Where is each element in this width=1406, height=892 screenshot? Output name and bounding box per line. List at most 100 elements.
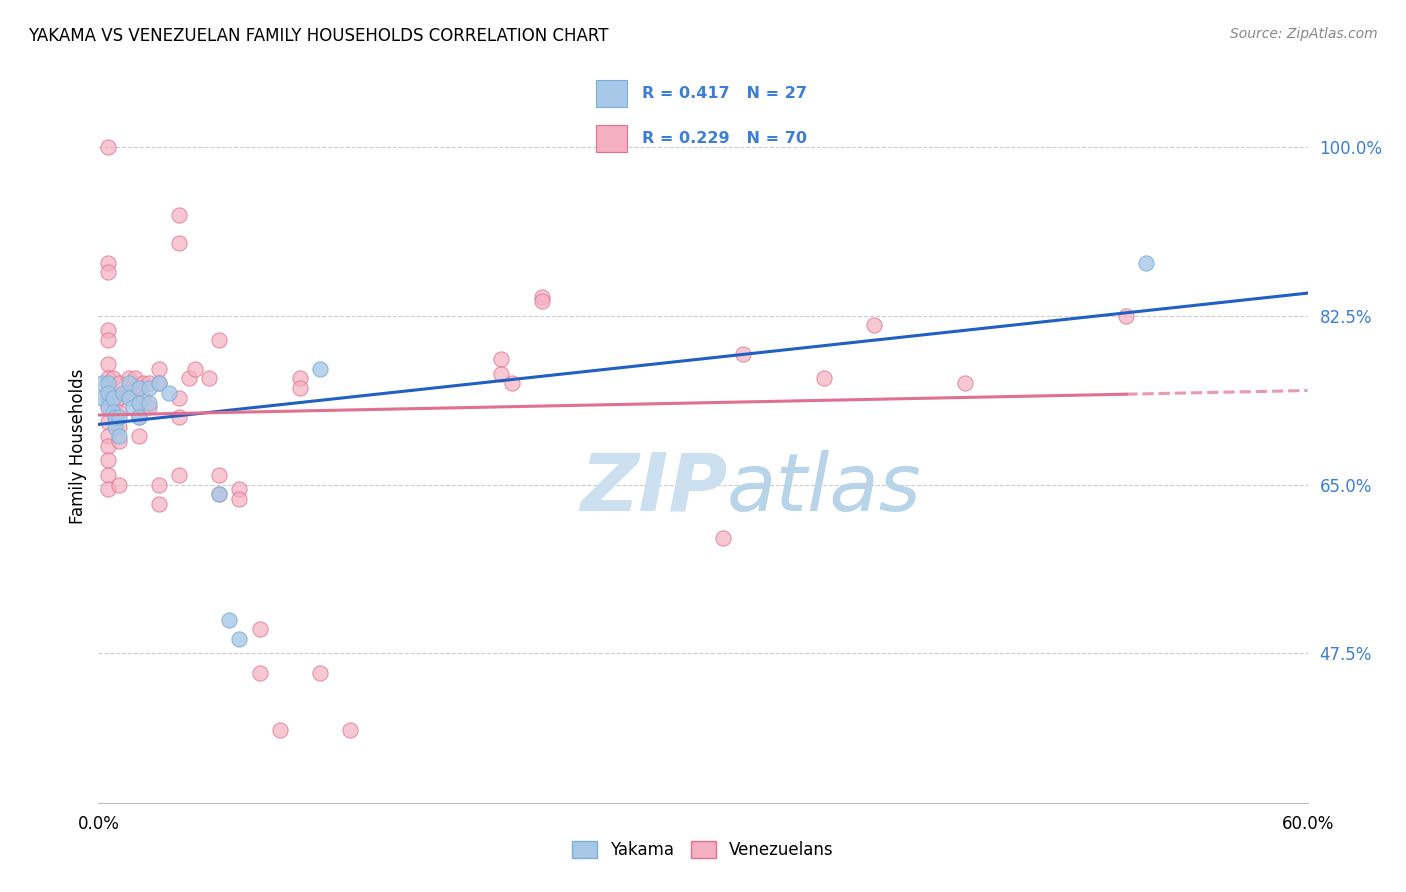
Point xyxy=(103,410,125,425)
Point xyxy=(124,371,146,385)
FancyBboxPatch shape xyxy=(596,80,627,107)
Point xyxy=(128,429,150,443)
Point xyxy=(491,352,513,367)
Point xyxy=(107,376,129,391)
Point xyxy=(491,367,513,381)
Point xyxy=(103,395,125,409)
Point xyxy=(711,531,734,545)
Point xyxy=(339,723,361,738)
Point xyxy=(97,415,120,429)
Point xyxy=(288,381,311,395)
Point xyxy=(107,429,129,443)
Point xyxy=(97,483,120,497)
Point xyxy=(138,401,160,415)
Text: YAKAMA VS VENEZUELAN FAMILY HOUSEHOLDS CORRELATION CHART: YAKAMA VS VENEZUELAN FAMILY HOUSEHOLDS C… xyxy=(28,27,609,45)
Point xyxy=(107,477,129,491)
Point xyxy=(863,318,886,333)
Point xyxy=(208,487,231,501)
Point xyxy=(1115,309,1137,323)
Point xyxy=(97,453,120,467)
Point xyxy=(97,323,120,337)
Point xyxy=(107,410,129,425)
Point xyxy=(103,410,125,425)
Point xyxy=(309,362,332,376)
Point xyxy=(167,391,190,405)
Point xyxy=(530,289,553,303)
Point xyxy=(132,376,155,391)
Point xyxy=(128,410,150,425)
Point xyxy=(138,376,160,391)
Point xyxy=(107,405,129,419)
Point xyxy=(269,723,291,738)
Point xyxy=(121,401,143,415)
Point xyxy=(249,665,271,680)
Point xyxy=(228,491,250,506)
Point xyxy=(97,467,120,482)
Point xyxy=(208,467,231,482)
Point xyxy=(128,395,150,409)
Point xyxy=(107,391,129,405)
Point xyxy=(101,386,124,401)
Point xyxy=(138,395,160,409)
Point xyxy=(218,613,240,627)
Point xyxy=(101,371,124,385)
Point xyxy=(208,487,231,501)
Point xyxy=(128,381,150,395)
Point xyxy=(103,419,125,434)
Point xyxy=(91,391,114,405)
Point xyxy=(249,622,271,636)
Point xyxy=(118,376,141,391)
Point xyxy=(97,265,120,279)
Point xyxy=(97,386,120,401)
Point xyxy=(148,497,170,511)
Point xyxy=(148,477,170,491)
Point xyxy=(132,391,155,405)
Point xyxy=(118,371,141,385)
Point xyxy=(179,371,201,385)
Point xyxy=(309,665,332,680)
Point xyxy=(101,405,124,419)
Point xyxy=(118,386,141,401)
Point xyxy=(733,347,755,361)
Point xyxy=(97,357,120,371)
Point xyxy=(107,419,129,434)
Point xyxy=(148,362,170,376)
Point xyxy=(530,294,553,309)
Point xyxy=(97,376,120,391)
Point xyxy=(111,386,134,401)
Point xyxy=(97,371,120,385)
Point xyxy=(228,483,250,497)
Point xyxy=(97,401,120,415)
Point xyxy=(167,208,190,222)
Point xyxy=(128,395,150,409)
Point xyxy=(97,391,120,405)
Point xyxy=(184,362,207,376)
Point xyxy=(167,467,190,482)
Point xyxy=(198,371,221,385)
Point xyxy=(138,381,160,395)
Point xyxy=(813,371,835,385)
Point xyxy=(148,376,170,391)
Point xyxy=(97,256,120,270)
Point xyxy=(953,376,976,391)
Text: R = 0.229   N = 70: R = 0.229 N = 70 xyxy=(643,131,807,145)
Point xyxy=(97,439,120,453)
Point xyxy=(128,381,150,395)
Point xyxy=(97,401,120,415)
Point xyxy=(167,410,190,425)
Point xyxy=(501,376,523,391)
Point xyxy=(148,376,170,391)
Point xyxy=(167,236,190,251)
Point xyxy=(118,391,141,405)
Text: atlas: atlas xyxy=(727,450,922,528)
Y-axis label: Family Households: Family Households xyxy=(69,368,87,524)
Point xyxy=(157,386,180,401)
Legend: Yakama, Venezuelans: Yakama, Venezuelans xyxy=(565,834,841,866)
Point xyxy=(288,371,311,385)
Point xyxy=(97,140,120,154)
Point xyxy=(97,429,120,443)
Point xyxy=(101,391,124,405)
Point xyxy=(228,632,250,646)
Point xyxy=(1135,256,1157,270)
Text: R = 0.417   N = 27: R = 0.417 N = 27 xyxy=(643,87,807,101)
